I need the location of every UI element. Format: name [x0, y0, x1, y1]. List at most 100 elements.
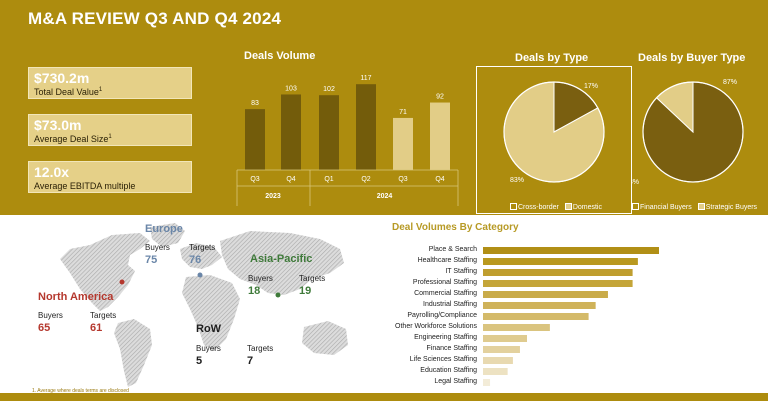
kpi-footnote-mark: 1 [98, 87, 103, 93]
volume-category-label: Q1 [324, 176, 333, 183]
category-chart-title: Deal Volumes By Category [392, 222, 519, 233]
europe-buyers-value: 75 [145, 254, 158, 266]
deals-by-type-pie: 17% 83% [503, 81, 605, 184]
greenland-landmass [150, 223, 185, 247]
category-label: Engineering Staffing [414, 334, 477, 341]
legend-label: Domestic [572, 204, 602, 211]
legend-swatch [697, 203, 705, 210]
asia-pacific-title: Asia-Pacific [250, 253, 313, 265]
category-bar [483, 291, 608, 298]
category-bar [483, 368, 508, 375]
kpi-label-text: Average EBITDA multiple [34, 181, 136, 191]
deals-volume-title: Deals Volume [244, 50, 316, 62]
category-label: Other Workforce Solutions [395, 323, 477, 330]
category-bar [483, 302, 596, 309]
deals-by-buyer-type-pie: 87% 13% [632, 79, 744, 186]
legend-label: Financial Buyers [640, 204, 692, 211]
deals-by-type-title: Deals by Type [515, 52, 589, 64]
row-targets-label: Targets [247, 344, 274, 353]
europe-buyers-label: Buyers [145, 243, 170, 252]
volume-value-label: 83 [251, 100, 259, 107]
volume-bar [393, 117, 413, 170]
asia-pacific-marker [275, 292, 281, 298]
category-bar [483, 269, 633, 276]
footer-bar [0, 393, 768, 401]
north-america-landmass [60, 233, 150, 311]
category-label: Education Staffing [420, 367, 477, 374]
kpi-value: $73.0m [34, 117, 82, 133]
north-america-buyers-value: 65 [38, 322, 51, 334]
row-targets-value: 7 [247, 355, 254, 367]
footnote: 1. Average where deals terms are disclos… [32, 388, 129, 394]
category-bar [483, 280, 633, 287]
deals-by-buyer-type-title: Deals by Buyer Type [638, 52, 746, 64]
category-bar [483, 379, 491, 386]
asia-pacific-buyers-label: Buyers [248, 274, 273, 283]
pie-value-label: 13% [632, 179, 639, 186]
category-label: Commercial Staffing [414, 290, 477, 297]
kpi-label: Total Deal Value1 [34, 87, 102, 97]
europe-marker [197, 272, 203, 278]
europe-landmass [180, 243, 222, 269]
kpi-value: $730.2m [34, 70, 90, 86]
asia-landmass [220, 231, 344, 295]
volume-bar [319, 95, 339, 170]
volume-group-label: 2023 [265, 193, 281, 200]
pie-value-label: 83% [510, 177, 524, 184]
deals-volume-chart: 83 Q3 103 Q4 102 Q1 117 Q2 71 Q3 92 Q4 2023 2024 [236, 75, 459, 206]
europe-title: Europe [145, 223, 183, 235]
volume-value-label: 71 [399, 109, 407, 116]
legend-swatch [632, 203, 639, 210]
row-title: RoW [196, 323, 222, 335]
europe-targets-label: Targets [189, 243, 216, 252]
volume-bar [356, 84, 376, 170]
north-america-marker [119, 279, 125, 285]
volume-value-label: 92 [436, 94, 444, 101]
category-bar [483, 346, 520, 353]
volume-category-label: Q2 [361, 176, 370, 183]
kpi-label: Average EBITDA multiple [34, 181, 135, 191]
volume-bar [281, 94, 301, 170]
africa-landmass [182, 275, 240, 351]
category-label: Place & Search [428, 246, 477, 253]
legend-swatch [564, 203, 572, 210]
kpi-average-ebitda-multiple: 12.0x Average EBITDA multiple [28, 161, 192, 193]
category-bar [483, 357, 513, 364]
category-label: IT Staffing [445, 268, 477, 275]
category-bar [483, 335, 527, 342]
asia-pacific-buyers-value: 18 [248, 285, 261, 297]
kpi-label-text: Average Deal Size [34, 134, 109, 144]
category-bar [483, 313, 589, 320]
volume-bar [245, 109, 265, 170]
deals-by-buyer-type-legend: Financial Buyers Strategic Buyers [632, 203, 757, 211]
category-label: Payrolling/Compliance [407, 312, 477, 319]
deals-by-type-legend: Cross-border Domestic [510, 203, 602, 211]
category-label: Life Sciences Staffing [409, 356, 477, 363]
category-bar-chart [483, 247, 659, 386]
asia-pacific-targets-value: 19 [299, 285, 312, 297]
legend-swatch [510, 203, 517, 210]
legend-label: Cross-border [518, 204, 559, 211]
kpi-label-text: Total Deal Value [34, 87, 99, 97]
pie-outline [503, 81, 605, 183]
kpi-value: 12.0x [34, 164, 70, 180]
australia-landmass [302, 321, 348, 355]
category-label: Healthcare Staffing [417, 257, 477, 264]
volume-category-label: Q3 [398, 176, 407, 183]
kpi-label: Average Deal Size1 [34, 134, 112, 144]
pie-value-label: 87% [723, 79, 737, 86]
volume-category-label: Q3 [250, 176, 259, 183]
world-map [60, 223, 348, 387]
pie-outline [642, 81, 744, 183]
category-label: Industrial Staffing [423, 301, 477, 308]
volume-value-label: 117 [360, 75, 371, 82]
south-america-landmass [114, 319, 152, 387]
north-america-targets-label: Targets [90, 311, 117, 320]
kpi-total-deal-value: $730.2m Total Deal Value1 [28, 67, 192, 99]
category-bar [483, 324, 550, 331]
volume-value-label: 103 [285, 85, 297, 92]
volume-category-label: Q4 [286, 176, 295, 183]
kpi-footnote-mark: 1 [108, 134, 112, 140]
volume-value-label: 102 [323, 86, 335, 93]
legend-label: Strategic Buyers [705, 204, 758, 211]
